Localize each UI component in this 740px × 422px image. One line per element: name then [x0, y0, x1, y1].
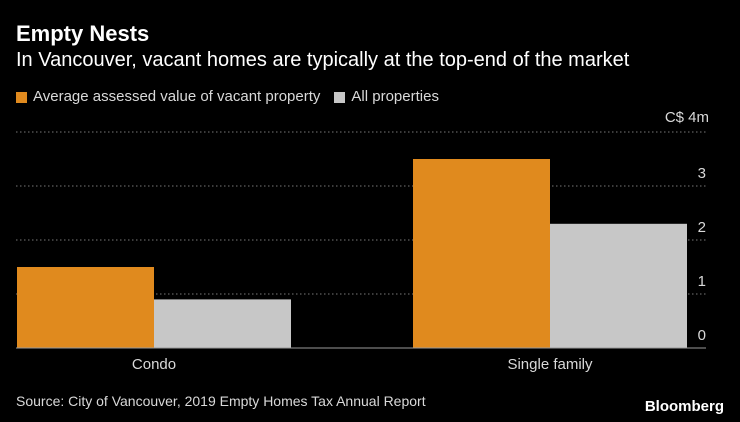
- bars: [17, 159, 687, 348]
- x-tick-label: Single family: [507, 356, 593, 373]
- y-tick-label: 0: [698, 327, 706, 344]
- y-tick-label: 3: [698, 165, 706, 182]
- y-unit-label: C$ 4m: [665, 109, 709, 126]
- legend-swatch-all: [334, 91, 346, 103]
- chart-subtitle: In Vancouver, vacant homes are typically…: [16, 49, 630, 71]
- chart-legend: Average assessed value of vacant propert…: [16, 87, 453, 107]
- y-tick-label: 1: [698, 273, 706, 290]
- gridlines: [16, 131, 706, 295]
- bar-vacant-condo: [17, 267, 154, 348]
- legend-item-all: All properties: [334, 87, 439, 107]
- y-tick-label: 2: [698, 219, 706, 236]
- x-tick-label: Condo: [132, 356, 176, 373]
- legend-swatch-vacant: [16, 91, 27, 103]
- source-note: Source: City of Vancouver, 2019 Empty Ho…: [16, 393, 426, 409]
- legend-item-vacant: Average assessed value of vacant propert…: [16, 87, 320, 107]
- legend-label-all: All properties: [351, 88, 439, 105]
- y-tick-labels: 0 1 2 3: [698, 165, 706, 344]
- bloomberg-logo: Bloomberg: [644, 398, 724, 415]
- x-tick-labels: Condo Single family: [132, 356, 593, 373]
- bar-vacant-single-family: [413, 159, 550, 348]
- chart-title: Empty Nests: [16, 21, 150, 46]
- bar-all-condo: [154, 299, 291, 348]
- bar-all-single-family: [550, 223, 687, 348]
- legend-label-vacant: Average assessed value of vacant propert…: [33, 88, 321, 105]
